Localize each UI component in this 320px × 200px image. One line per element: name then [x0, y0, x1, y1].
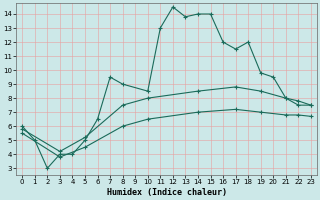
- X-axis label: Humidex (Indice chaleur): Humidex (Indice chaleur): [107, 188, 227, 197]
